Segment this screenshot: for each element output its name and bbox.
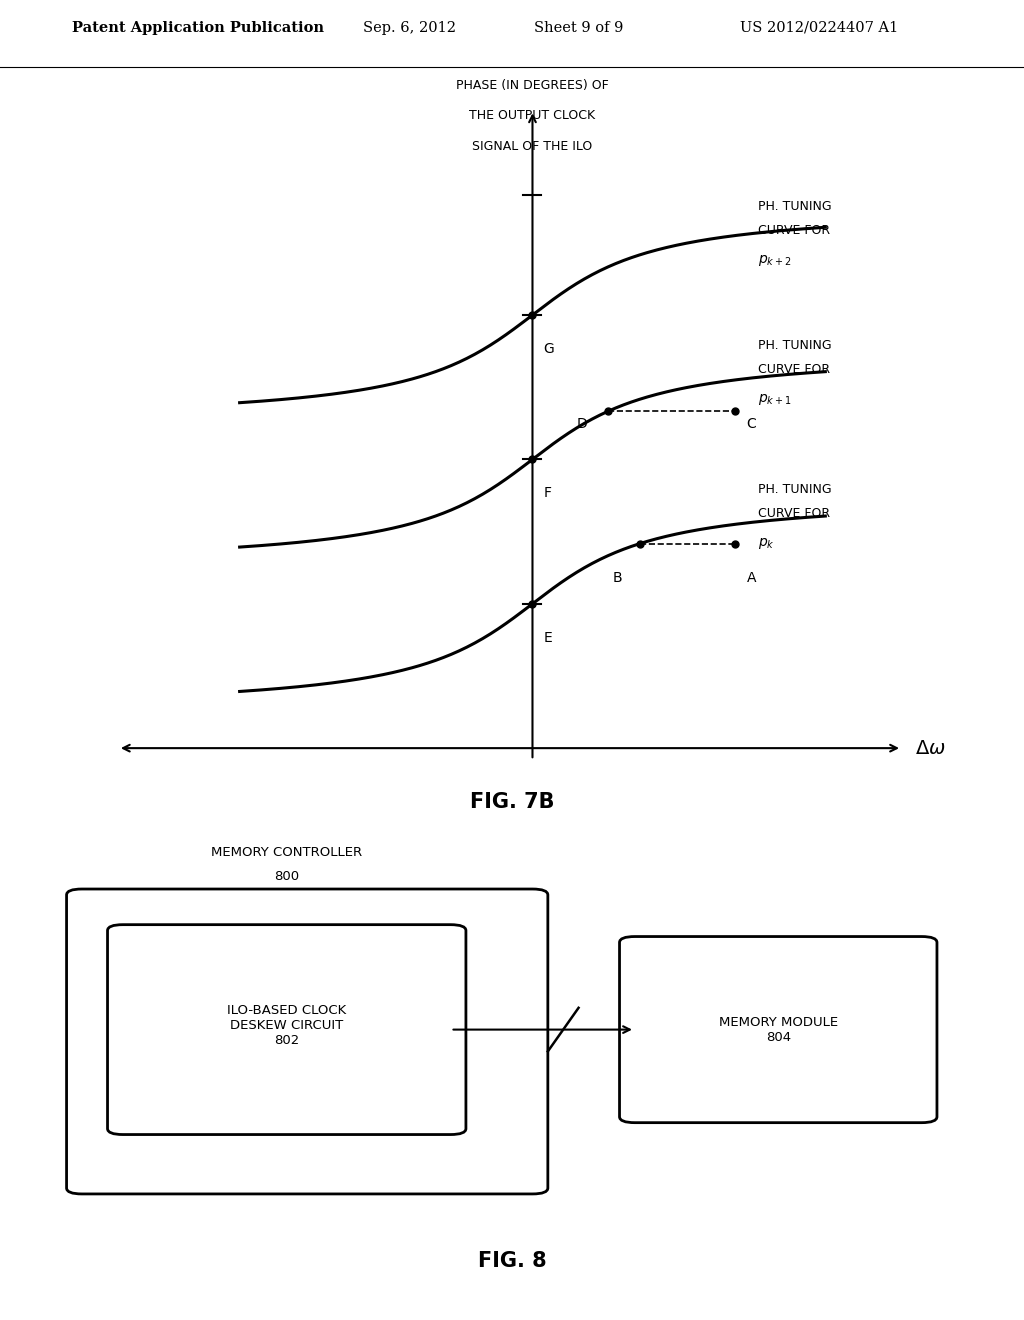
FancyBboxPatch shape (67, 890, 548, 1193)
Text: ILO-BASED CLOCK
DESKEW CIRCUIT
802: ILO-BASED CLOCK DESKEW CIRCUIT 802 (227, 1005, 346, 1047)
Text: E: E (544, 631, 553, 645)
Text: B: B (612, 570, 623, 585)
Text: D: D (577, 417, 588, 432)
Text: MEMORY MODULE
804: MEMORY MODULE 804 (719, 1015, 838, 1044)
FancyBboxPatch shape (108, 924, 466, 1135)
Text: $p_{k+1}$: $p_{k+1}$ (758, 392, 792, 407)
FancyBboxPatch shape (620, 937, 937, 1122)
Text: PH. TUNING: PH. TUNING (758, 338, 831, 351)
Text: FIG. 7B: FIG. 7B (470, 792, 554, 812)
Text: FIG. 8: FIG. 8 (477, 1250, 547, 1271)
Text: $\Delta\omega$: $\Delta\omega$ (915, 739, 946, 758)
Text: $p_{k+2}$: $p_{k+2}$ (758, 253, 792, 268)
Text: MEMORY CONTROLLER: MEMORY CONTROLLER (211, 846, 362, 859)
Text: 800: 800 (274, 870, 299, 883)
Text: Patent Application Publication: Patent Application Publication (72, 21, 324, 34)
Text: C: C (746, 417, 757, 432)
Text: CURVE FOR: CURVE FOR (758, 224, 829, 238)
Text: PH. TUNING: PH. TUNING (758, 201, 831, 214)
Text: F: F (544, 487, 552, 500)
Text: PH. TUNING: PH. TUNING (758, 483, 831, 496)
Text: CURVE FOR: CURVE FOR (758, 507, 829, 520)
Text: Sep. 6, 2012: Sep. 6, 2012 (364, 21, 456, 34)
Text: G: G (544, 342, 554, 356)
Text: PHASE (IN DEGREES) OF: PHASE (IN DEGREES) OF (456, 79, 609, 92)
Text: THE OUTPUT CLOCK: THE OUTPUT CLOCK (469, 110, 596, 123)
Text: $p_k$: $p_k$ (758, 536, 774, 550)
Text: US 2012/0224407 A1: US 2012/0224407 A1 (740, 21, 898, 34)
Text: Sheet 9 of 9: Sheet 9 of 9 (534, 21, 624, 34)
Text: CURVE FOR: CURVE FOR (758, 363, 829, 376)
Text: A: A (746, 570, 756, 585)
Text: SIGNAL OF THE ILO: SIGNAL OF THE ILO (472, 140, 593, 153)
